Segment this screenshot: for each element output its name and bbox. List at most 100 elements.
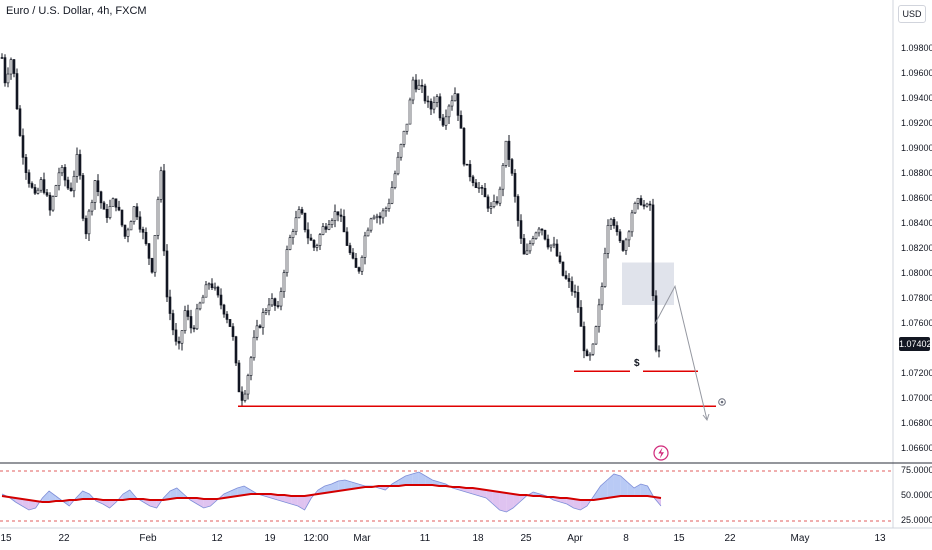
time-tick-label: 13: [874, 533, 886, 544]
candle: [303, 212, 307, 233]
candle: [63, 164, 67, 187]
price-candles: [0, 53, 661, 407]
candle-body: [0, 57, 4, 59]
time-tick-label: 19: [264, 533, 276, 544]
candle: [135, 203, 139, 221]
candle: [87, 209, 91, 242]
oscillator-fill: [398, 476, 406, 486]
liquidity-label: $: [634, 358, 640, 369]
candle: [264, 307, 268, 316]
candle-body: [288, 237, 292, 250]
oscillator-fill: [42, 491, 50, 502]
candle-body: [261, 312, 265, 328]
candle-body: [45, 192, 49, 196]
time-tick-label: 22: [724, 533, 736, 544]
candle-body: [114, 198, 118, 208]
candle-body: [237, 362, 241, 393]
candle-body: [156, 199, 160, 236]
candle: [258, 324, 262, 329]
candle: [561, 261, 565, 277]
price-tick-label: 1.08800: [901, 167, 932, 178]
candle: [381, 208, 385, 224]
candle-body: [153, 235, 157, 273]
oscillator-fill: [149, 500, 157, 508]
lightning-icon[interactable]: [653, 445, 669, 461]
candle: [357, 266, 361, 274]
candle-body: [396, 156, 400, 175]
candle: [366, 227, 370, 237]
candle-body: [102, 202, 106, 210]
price-tick-label: 1.06600: [901, 442, 932, 453]
candle-body: [105, 208, 109, 218]
candle-body: [387, 202, 391, 209]
candle: [30, 181, 34, 189]
candle-body: [222, 304, 226, 315]
oscillator-fill: [607, 474, 614, 498]
candle: [270, 293, 274, 307]
candle: [609, 217, 613, 231]
candle-body: [168, 296, 172, 314]
candle: [147, 243, 151, 265]
candle-body: [300, 209, 304, 214]
candle-body: [96, 180, 100, 193]
oscillator-tick-label: 25.00000: [901, 515, 932, 525]
candle-body: [456, 93, 460, 116]
candle-body: [462, 128, 466, 165]
oscillator-fill: [506, 493, 514, 512]
candle-body: [357, 267, 361, 272]
candle-body: [60, 167, 64, 174]
oscillator-fill: [573, 499, 581, 510]
candle: [510, 158, 514, 176]
candle: [279, 287, 283, 311]
candle-body: [645, 203, 649, 207]
candle: [117, 200, 121, 212]
candle: [297, 206, 301, 219]
candle: [99, 190, 103, 209]
candle-body: [228, 319, 232, 327]
candle: [180, 330, 184, 351]
candle: [531, 235, 535, 246]
candle-body: [171, 313, 175, 331]
candle: [564, 270, 568, 280]
oscillator-fill: [284, 495, 292, 504]
eye-icon[interactable]: [718, 398, 726, 406]
candle: [570, 276, 574, 296]
oscillator-line: [1, 471, 662, 513]
candle: [66, 176, 70, 191]
candle-body: [54, 185, 58, 197]
projection-arrowhead: [702, 413, 710, 422]
candle-body: [333, 211, 337, 221]
candle: [159, 166, 163, 203]
oscillator-average-line: [1, 484, 662, 503]
candle-body: [57, 172, 61, 186]
oscillator-fill: [324, 484, 332, 493]
candle: [114, 198, 118, 212]
candle-body: [657, 349, 661, 352]
candle-body: [306, 229, 310, 239]
candle-body: [474, 182, 478, 189]
candle-body: [36, 189, 40, 194]
candle-body: [435, 96, 439, 103]
candle: [369, 217, 373, 233]
candle: [72, 170, 76, 198]
candle-body: [177, 341, 181, 344]
candle: [201, 294, 205, 304]
currency-button[interactable]: USD: [898, 5, 926, 23]
candle: [213, 282, 217, 291]
oscillator-fill: [627, 482, 635, 496]
candle: [18, 105, 22, 137]
candle-body: [459, 115, 463, 129]
candle-body: [612, 219, 616, 226]
time-tick-label: 15: [0, 533, 12, 544]
candle-body: [582, 326, 586, 352]
candle-body: [330, 220, 334, 225]
candle-body: [636, 198, 640, 204]
candle: [24, 154, 28, 180]
time-tick-label: 18: [472, 533, 484, 544]
candle: [225, 311, 229, 324]
candle: [519, 214, 523, 245]
candle-body: [534, 232, 538, 239]
candle-body: [489, 206, 493, 209]
candle: [585, 348, 589, 357]
